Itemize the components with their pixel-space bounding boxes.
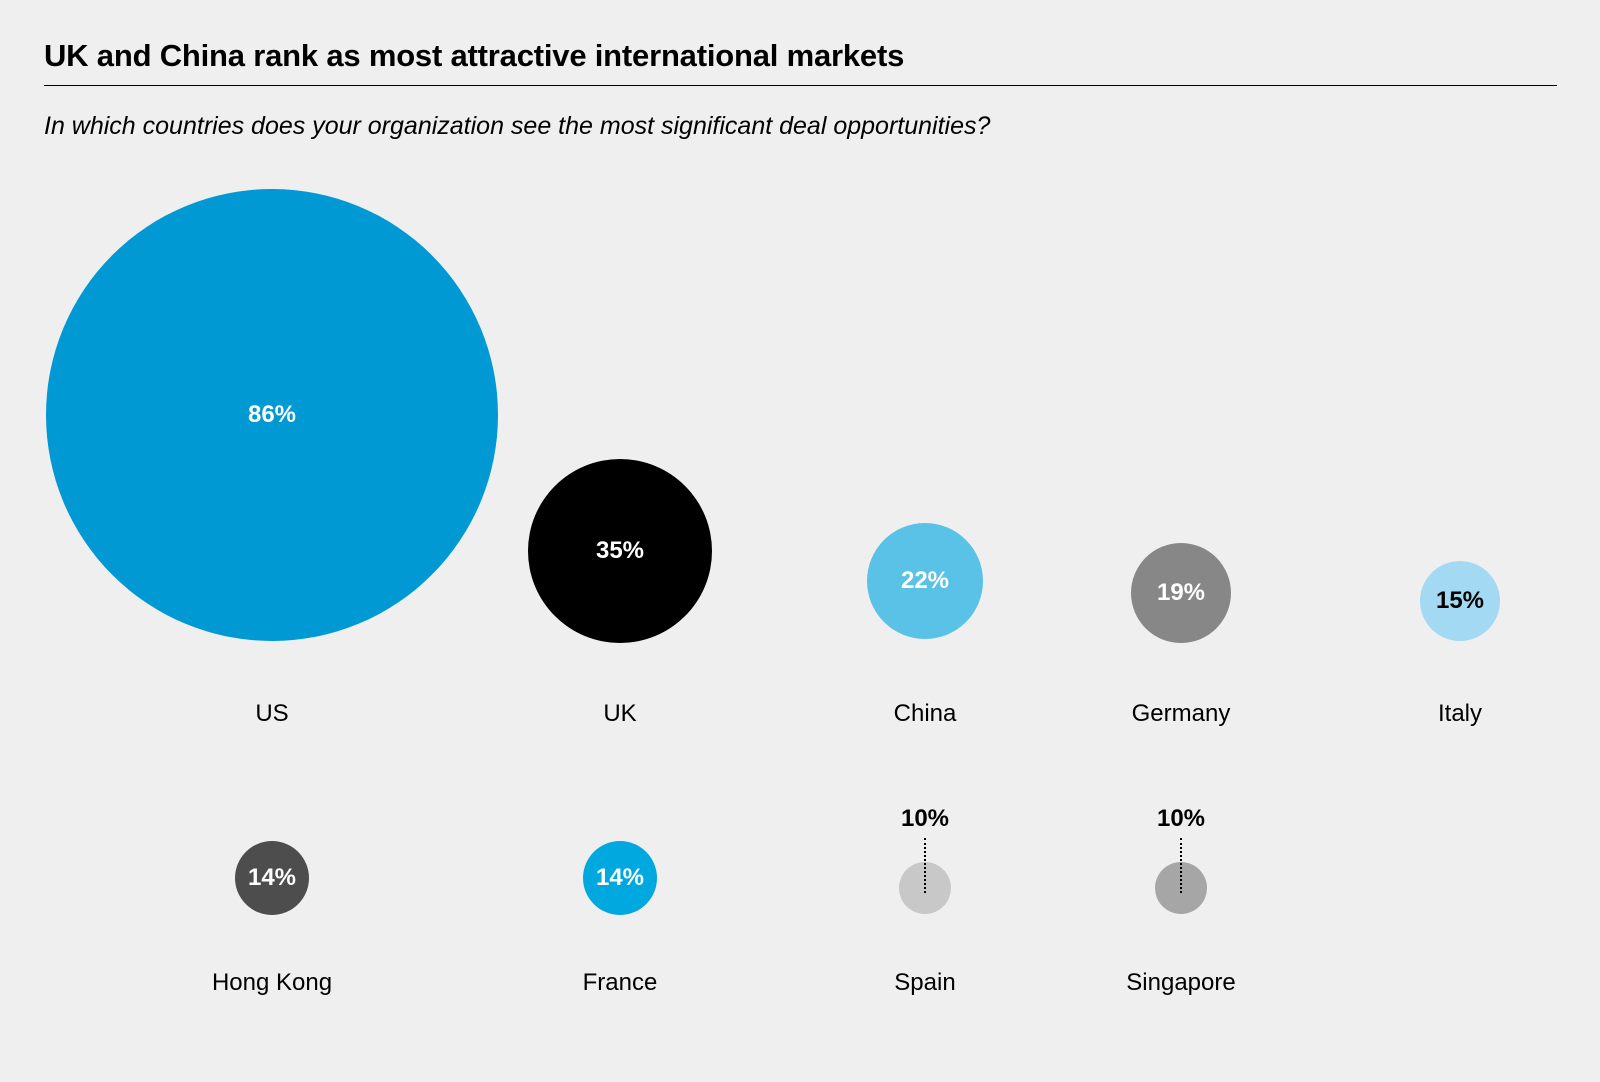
country-label-germany: Germany: [1131, 700, 1231, 727]
value-label-us: 86%: [247, 401, 297, 428]
bubble-uk: 35%: [528, 459, 712, 643]
value-label-france: 14%: [595, 864, 645, 891]
bubble-us: 86%: [46, 189, 498, 641]
bubble-germany: 19%: [1131, 543, 1231, 643]
country-label-italy: Italy: [1437, 700, 1482, 727]
value-label-singapore: 10%: [1156, 805, 1206, 832]
chart-subtitle: In which countries does your organizatio…: [44, 112, 991, 140]
value-label-italy: 15%: [1435, 587, 1485, 614]
chart-title: UK and China rank as most attractive int…: [44, 38, 905, 73]
leader-line-spain: [924, 838, 926, 893]
country-label-uk: UK: [603, 700, 637, 727]
country-label-us: US: [255, 700, 289, 727]
bubble-italy: 15%: [1420, 561, 1500, 641]
value-label-china: 22%: [900, 567, 950, 594]
leader-line-singapore: [1180, 838, 1182, 893]
bubble-hong-kong: 14%: [235, 841, 309, 915]
country-label-spain: Spain: [894, 969, 956, 996]
title-divider: [44, 85, 1557, 86]
country-label-france: France: [582, 969, 658, 996]
value-label-spain: 10%: [900, 805, 950, 832]
bubble-china: 22%: [867, 523, 983, 639]
bubble-france: 14%: [583, 841, 657, 915]
value-label-uk: 35%: [595, 537, 645, 564]
country-label-china: China: [893, 700, 957, 727]
value-label-hong-kong: 14%: [247, 864, 297, 891]
country-label-singapore: Singapore: [1126, 969, 1236, 996]
value-label-germany: 19%: [1156, 579, 1206, 606]
country-label-hong-kong: Hong Kong: [211, 969, 333, 996]
